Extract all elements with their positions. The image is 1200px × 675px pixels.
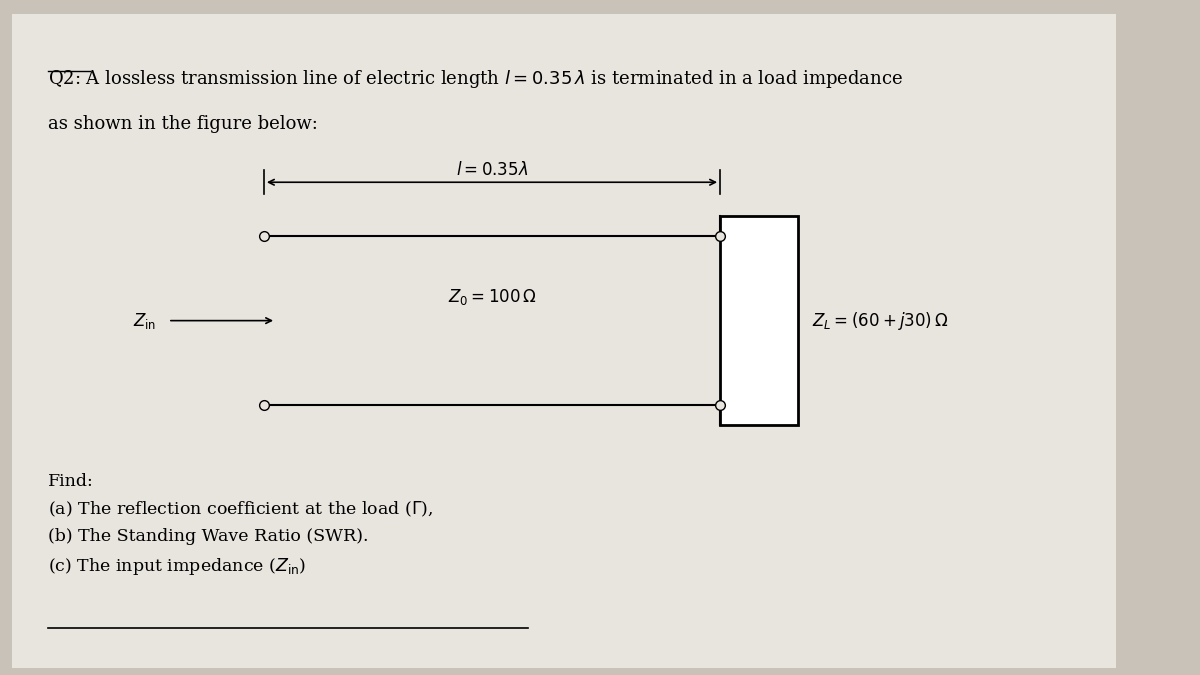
Text: as shown in the figure below:: as shown in the figure below: (48, 115, 318, 133)
Text: $Z_0 = 100\,\Omega$: $Z_0 = 100\,\Omega$ (448, 287, 536, 307)
Text: $Z_{\mathrm{in}}$: $Z_{\mathrm{in}}$ (133, 310, 156, 331)
Text: $l = 0.35\lambda$: $l = 0.35\lambda$ (456, 161, 528, 179)
Text: $Z_L = (60 + j30)\,\Omega$: $Z_L = (60 + j30)\,\Omega$ (812, 310, 949, 331)
Text: Q2: A lossless transmission line of electric length $l = 0.35\,\lambda$ is termi: Q2: A lossless transmission line of elec… (48, 68, 904, 90)
Text: Find:
(a) The reflection coefficient at the load ($\Gamma$),
(b) The Standing Wa: Find: (a) The reflection coefficient at … (48, 472, 433, 576)
FancyBboxPatch shape (12, 14, 1116, 668)
Bar (720, 216, 798, 425)
